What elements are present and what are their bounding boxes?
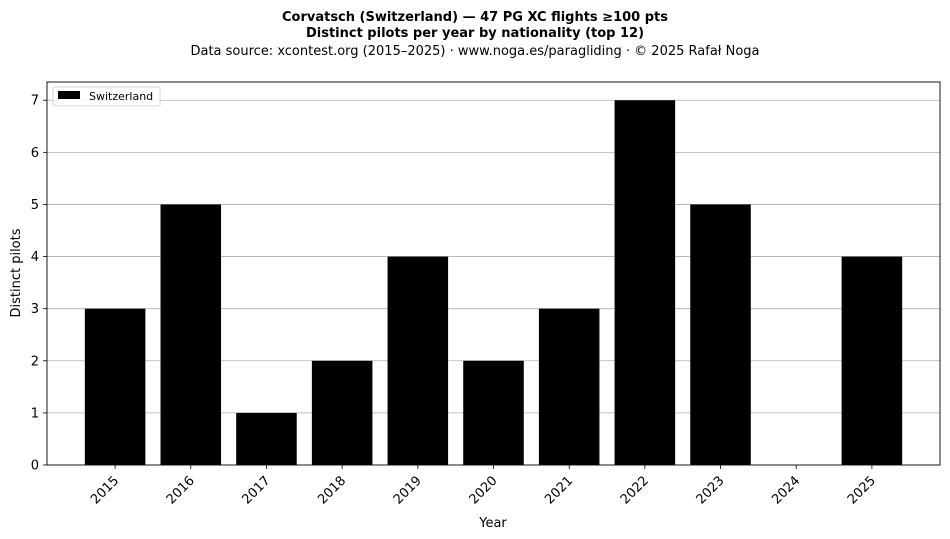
bar [463,360,524,465]
x-tick-label: 2016 [164,473,198,507]
y-tick-label: 2 [31,354,39,369]
bar [841,256,903,465]
x-tick-label: 2019 [391,473,425,507]
y-tick-label: 1 [31,406,39,421]
bar [160,204,222,465]
legend-swatch [58,91,80,99]
bar [538,308,600,465]
x-tick-label: 2022 [618,473,652,507]
y-tick-label: 6 [31,146,39,161]
x-tick-label: 2020 [467,473,501,507]
x-tick-label: 2018 [315,473,349,507]
chart-subtitle: Data source: xcontest.org (2015–2025) · … [190,44,759,59]
chart-title-line2: Distinct pilots per year by nationality … [306,26,644,41]
x-tick-label: 2021 [542,473,576,507]
legend-label: Switzerland [89,90,153,103]
y-tick-label: 4 [31,250,39,265]
x-tick-label: 2017 [240,473,274,507]
bar [311,360,373,465]
y-tick-label: 0 [31,459,39,474]
chart-title: Corvatsch (Switzerland) — 47 PG XC fligh… [282,10,668,25]
x-axis-label: Year [478,516,507,531]
bar [387,256,449,465]
bar [236,412,297,465]
x-tick-label: 2015 [88,473,122,507]
y-tick-label: 7 [31,94,39,109]
plot-area: 0 1 2 3 4 5 6 7 2015 2016 2017 2018 2019 2020 2021 2022… [31,81,941,507]
axes-frame [46,81,941,466]
y-tick-label: 3 [31,302,39,317]
y-axis-label: Distinct pilots [9,228,24,317]
y-tick-label: 5 [31,198,39,213]
x-tick-label: 2023 [694,473,728,507]
x-tick-label: 2025 [845,473,879,507]
bar [690,204,751,465]
bar [614,100,676,465]
x-tick-label: 2024 [769,473,803,507]
bar [84,308,146,465]
